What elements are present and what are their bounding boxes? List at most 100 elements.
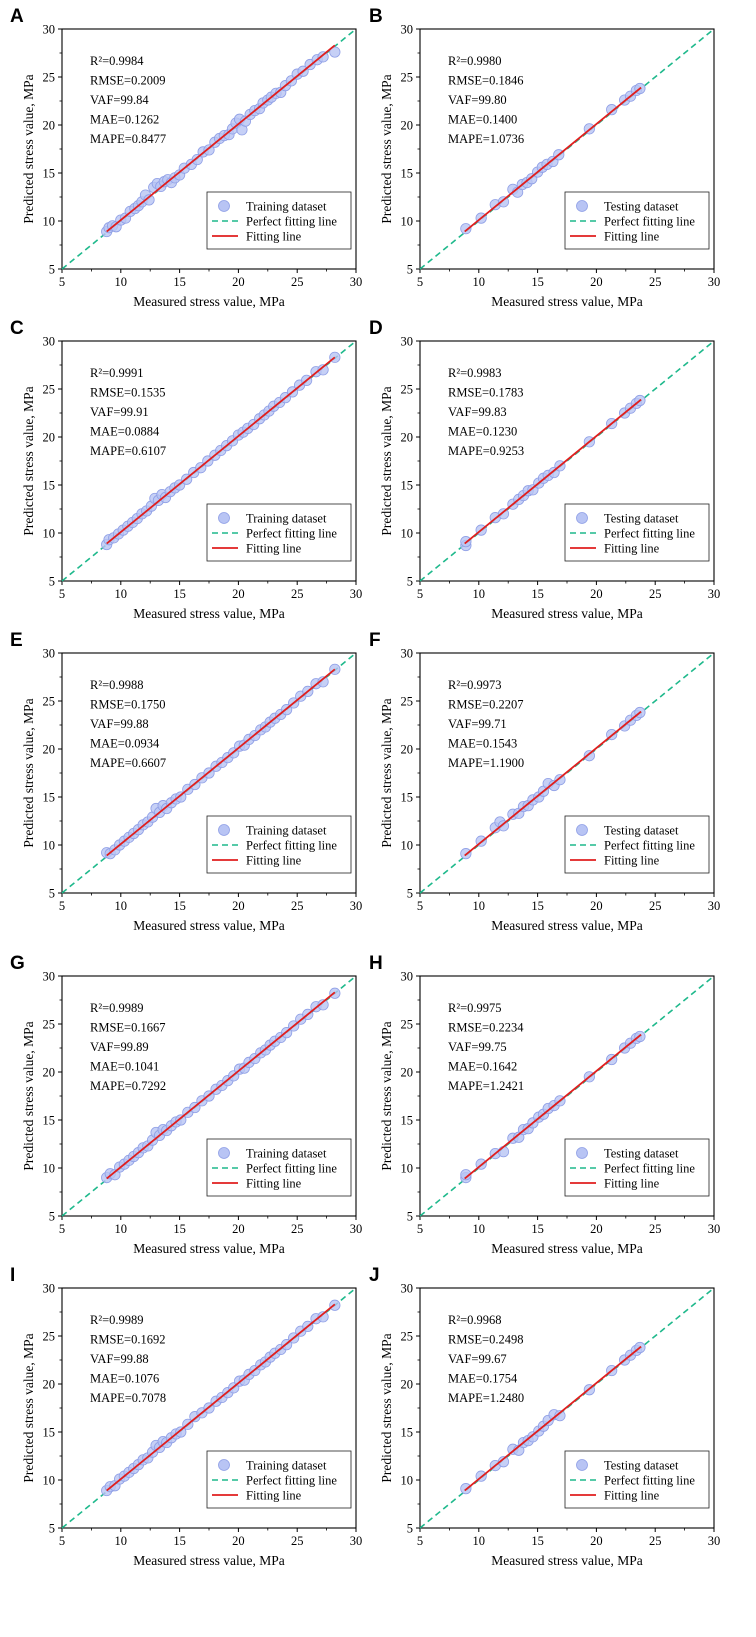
stat-line-C-0: R²=0.9991 <box>90 366 144 380</box>
panel-I: I 55 10 10 15 15 20 20 25 25 30 30 Measured stress v… <box>10 1265 362 1568</box>
legend-label-perfect-J: Perfect fitting line <box>604 1473 695 1487</box>
x-tick-label-E-15: 15 <box>173 899 186 913</box>
legend-label-fit-G: Fitting line <box>246 1176 302 1190</box>
legend-box-H <box>564 1138 710 1197</box>
x-tick-label-D-5: 5 <box>417 587 423 601</box>
legend-marker-point-H <box>576 1147 588 1159</box>
fitting-line-A <box>106 44 336 233</box>
x-tick-label-H-30: 30 <box>708 1222 721 1236</box>
y-tick-label-C-10: 10 <box>43 527 56 541</box>
legend-label-dataset-B: Testing dataset <box>604 199 679 213</box>
y-tick-label-I-20: 20 <box>43 1378 56 1392</box>
y-tick-label-D-25: 25 <box>401 383 414 397</box>
legend-label-fit-D: Fitting line <box>604 541 660 555</box>
stat-line-D-0: R²=0.9983 <box>448 366 502 380</box>
x-tick-label-H-5: 5 <box>417 1222 423 1236</box>
x-tick-label-D-30: 30 <box>708 587 721 601</box>
panel-F: F 55 10 10 15 15 20 20 25 25 30 30 Measured stress v… <box>369 630 720 933</box>
stat-line-F-3: MAE=0.1543 <box>448 737 517 751</box>
legend-label-dataset-G: Training dataset <box>246 1146 327 1160</box>
legend-label-dataset-C: Training dataset <box>246 511 327 525</box>
x-tick-label-D-20: 20 <box>590 587 603 601</box>
x-tick-label-G-25: 25 <box>291 1222 304 1236</box>
y-tick-label-B-10: 10 <box>401 215 414 229</box>
stat-line-A-2: VAF=99.84 <box>90 93 149 107</box>
y-tick-label-H-10: 10 <box>401 1162 414 1176</box>
x-tick-label-C-20: 20 <box>232 587 245 601</box>
fitting-line-B <box>464 86 642 233</box>
x-tick-label-E-10: 10 <box>115 899 128 913</box>
x-tick-label-B-5: 5 <box>417 275 423 289</box>
stat-line-G-1: RMSE=0.1667 <box>90 1021 165 1035</box>
stat-line-J-1: RMSE=0.2498 <box>448 1333 523 1347</box>
y-tick-label-F-20: 20 <box>401 743 414 757</box>
legend-marker-point-I <box>218 1459 230 1471</box>
legend-marker-point-A <box>218 200 230 212</box>
panel-letter-H: H <box>369 953 383 974</box>
data-point-B-15 <box>606 104 618 116</box>
x-tick-label-G-10: 10 <box>115 1222 128 1236</box>
legend-marker-point-F <box>576 824 588 836</box>
y-axis-label-D: Predicted stress value, MPa <box>379 386 394 535</box>
x-tick-label-D-25: 25 <box>649 587 662 601</box>
stat-line-G-3: MAE=0.1041 <box>90 1060 159 1074</box>
y-tick-label-B-25: 25 <box>401 71 414 85</box>
x-tick-label-J-10: 10 <box>473 1534 486 1548</box>
legend-label-perfect-B: Perfect fitting line <box>604 214 695 228</box>
y-tick-label-H-30: 30 <box>401 970 414 984</box>
panel-letter-E: E <box>10 630 23 651</box>
legend-label-fit-E: Fitting line <box>246 853 302 867</box>
stat-line-B-3: MAE=0.1400 <box>448 113 517 127</box>
y-tick-label-J-10: 10 <box>401 1474 414 1488</box>
x-tick-label-F-15: 15 <box>531 899 544 913</box>
x-axis-label-B: Measured stress value, MPa <box>491 294 642 309</box>
x-tick-label-H-15: 15 <box>531 1222 544 1236</box>
legend-box-I <box>206 1450 352 1509</box>
fitting-line-F <box>464 710 642 857</box>
legend-label-dataset-F: Testing dataset <box>604 823 679 837</box>
legend-label-perfect-F: Perfect fitting line <box>604 838 695 852</box>
fitting-line-D <box>464 398 642 545</box>
data-point-G-40 <box>317 999 329 1011</box>
legend-marker-point-J <box>576 1459 588 1471</box>
panel-letter-C: C <box>10 318 24 339</box>
x-tick-label-I-5: 5 <box>59 1534 65 1548</box>
legend-label-dataset-E: Training dataset <box>246 823 327 837</box>
x-tick-label-C-10: 10 <box>115 587 128 601</box>
stat-line-B-4: MAPE=1.0736 <box>448 132 524 146</box>
y-tick-label-I-10: 10 <box>43 1474 56 1488</box>
x-axis-label-E: Measured stress value, MPa <box>133 918 284 933</box>
x-tick-label-I-30: 30 <box>350 1534 363 1548</box>
y-tick-label-C-25: 25 <box>43 383 56 397</box>
x-axis-label-D: Measured stress value, MPa <box>491 606 642 621</box>
stat-line-I-3: MAE=0.1076 <box>90 1372 159 1386</box>
y-axis-label-H: Predicted stress value, MPa <box>379 1021 394 1170</box>
stat-line-J-2: VAF=99.67 <box>448 1352 507 1366</box>
y-axis-label-E: Predicted stress value, MPa <box>21 698 36 847</box>
legend-label-perfect-C: Perfect fitting line <box>246 526 337 540</box>
x-tick-label-F-20: 20 <box>590 899 603 913</box>
y-tick-label-E-30: 30 <box>43 647 56 661</box>
y-tick-label-F-25: 25 <box>401 695 414 709</box>
stat-line-I-1: RMSE=0.1692 <box>90 1333 165 1347</box>
stat-line-A-4: MAPE=0.8477 <box>90 132 166 146</box>
y-tick-label-J-15: 15 <box>401 1426 414 1440</box>
y-axis-label-B: Predicted stress value, MPa <box>379 74 394 223</box>
stat-line-E-0: R²=0.9988 <box>90 678 144 692</box>
y-tick-label-A-30: 30 <box>43 23 56 37</box>
legend-box-J <box>564 1450 710 1509</box>
fitting-line-H <box>464 1033 642 1180</box>
legend-label-fit-A: Fitting line <box>246 229 302 243</box>
legend-box-E <box>206 815 352 874</box>
data-point-I-40 <box>317 1311 329 1323</box>
y-tick-label-B-20: 20 <box>401 119 414 133</box>
legend-label-dataset-J: Testing dataset <box>604 1458 679 1472</box>
y-tick-label-A-20: 20 <box>43 119 56 133</box>
stat-line-C-2: VAF=99.91 <box>90 405 149 419</box>
y-axis-label-I: Predicted stress value, MPa <box>21 1333 36 1482</box>
x-tick-label-G-20: 20 <box>232 1222 245 1236</box>
legend-label-fit-F: Fitting line <box>604 853 660 867</box>
x-axis-label-C: Measured stress value, MPa <box>133 606 284 621</box>
data-point-A-24 <box>203 144 215 156</box>
data-point-J-3 <box>497 1456 510 1468</box>
